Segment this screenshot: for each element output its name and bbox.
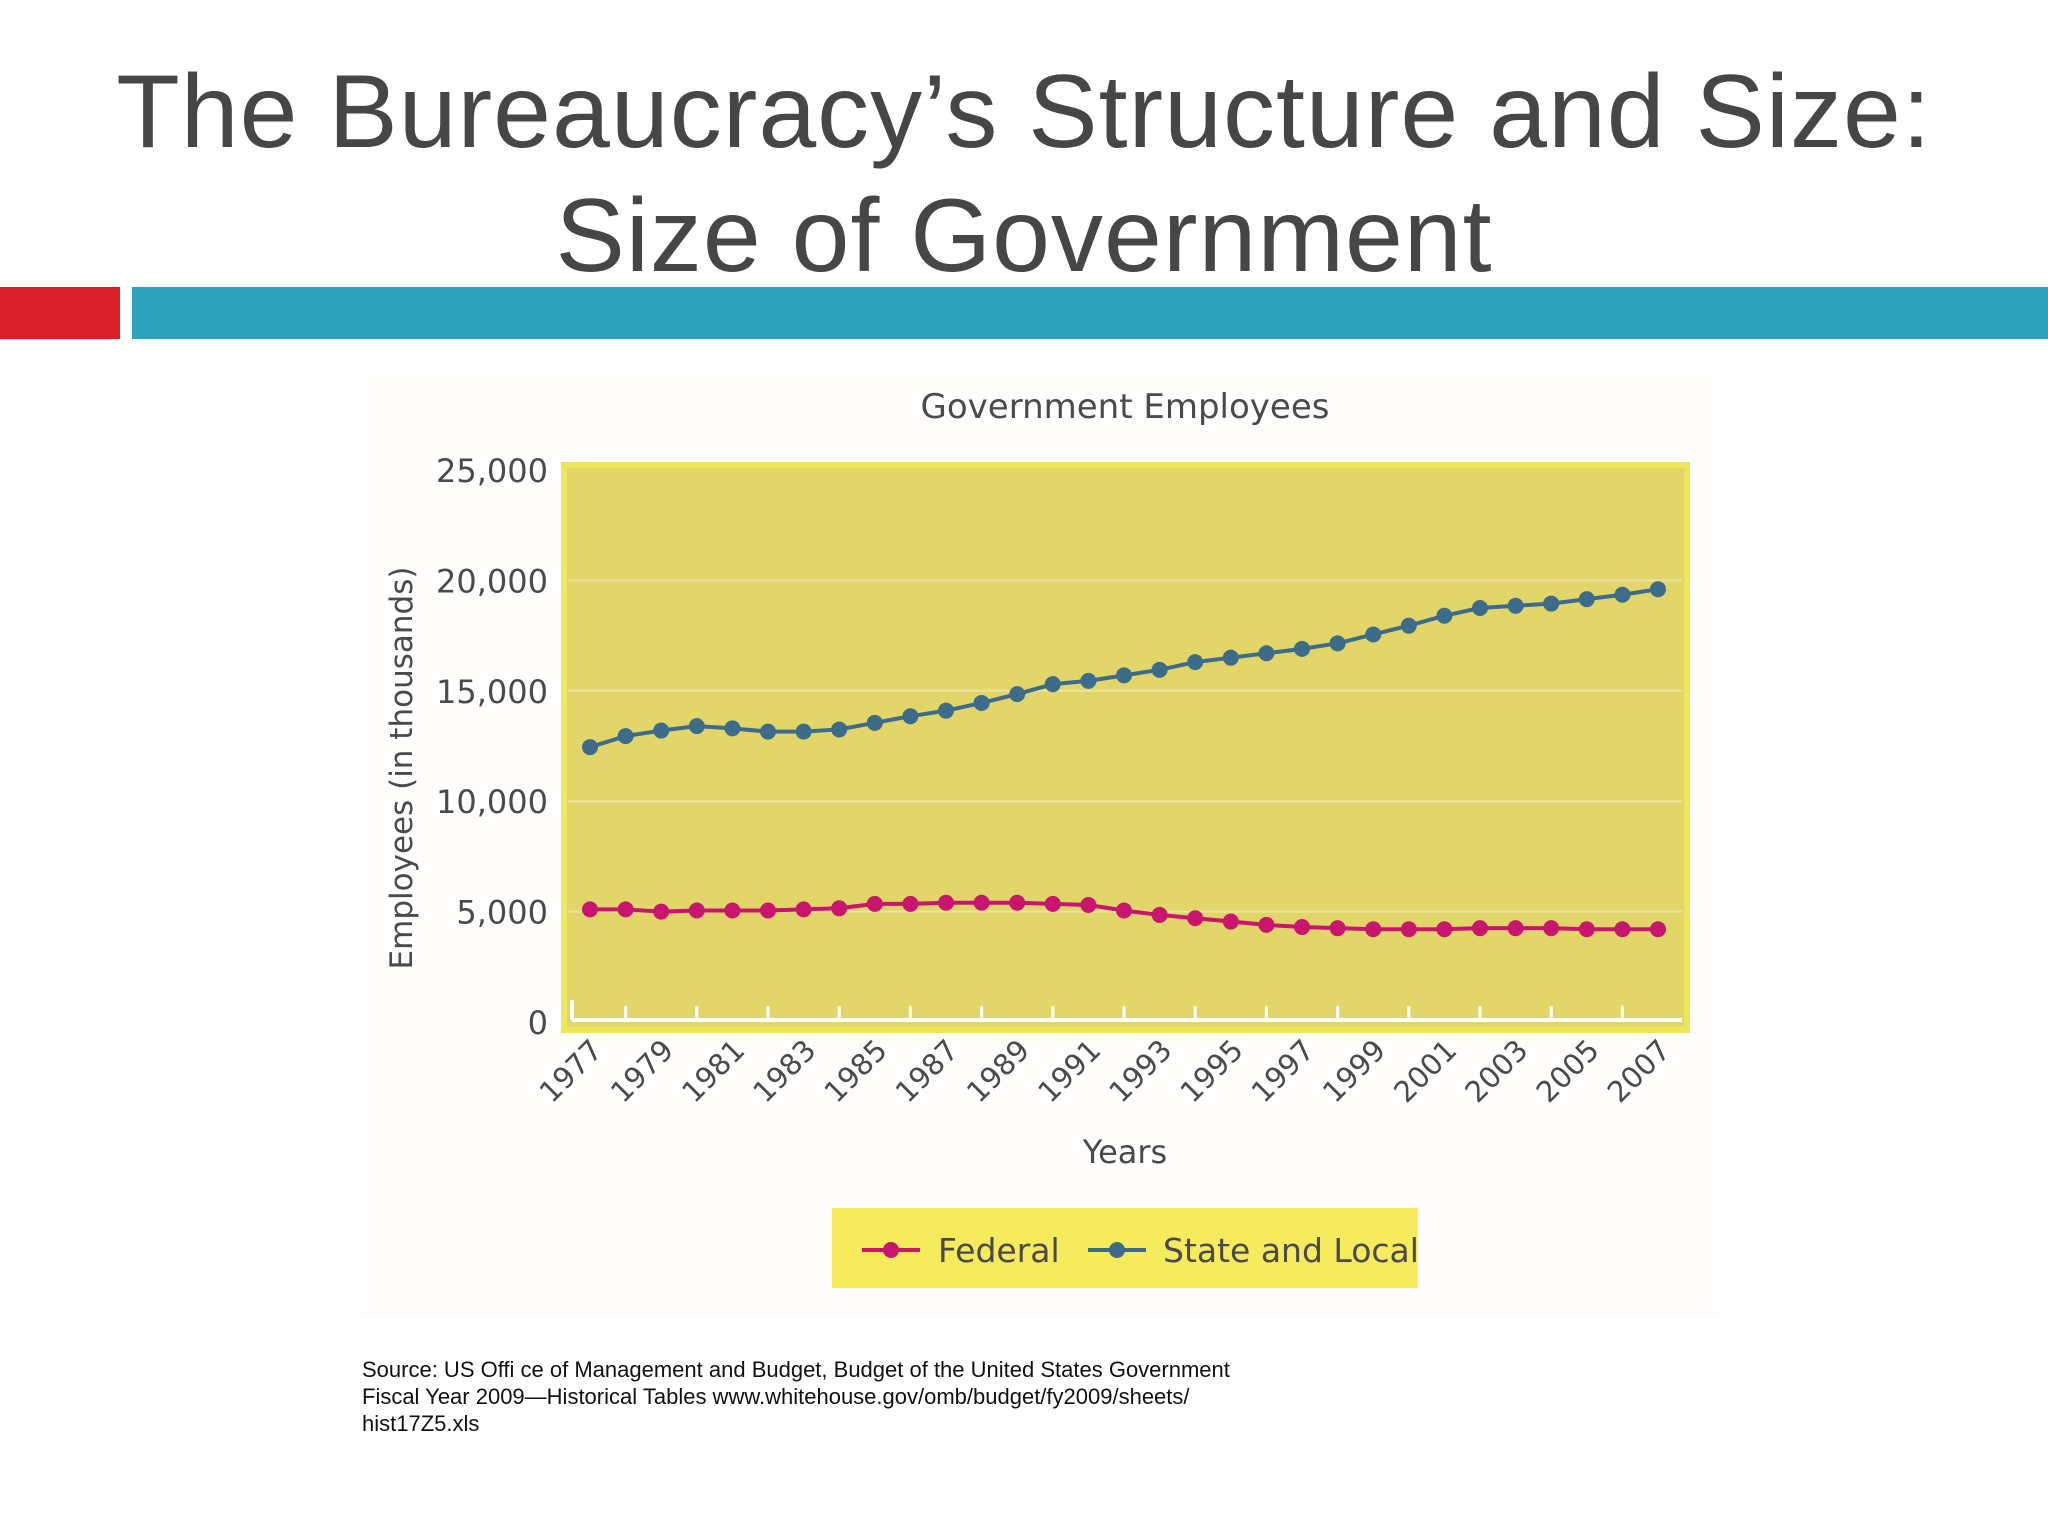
- data-point-federal: [617, 901, 634, 918]
- data-point-state-and-local: [688, 718, 705, 735]
- data-point-federal: [1187, 910, 1204, 927]
- y-tick-label: 10,000: [436, 783, 548, 821]
- data-point-state-and-local: [1044, 676, 1061, 693]
- slide-title-line-2: Size of Government: [555, 178, 1493, 294]
- data-point-federal: [1472, 920, 1488, 937]
- data-point-federal: [866, 895, 883, 912]
- data-point-state-and-local: [724, 720, 741, 737]
- y-axis-label: Employees (in thousands): [384, 567, 420, 970]
- data-point-federal: [1329, 920, 1346, 937]
- legend-label-federal: Federal: [938, 1231, 1060, 1270]
- data-point-state-and-local: [938, 702, 954, 719]
- data-point-federal: [1650, 921, 1666, 938]
- slide-title-line-1: The Bureaucracy’s Structure and Size:: [116, 54, 1932, 170]
- data-point-federal: [1578, 921, 1595, 938]
- source-line-3: hist17Z5.xls: [362, 1411, 480, 1436]
- legend-item-state-and-local: State and Local: [1088, 1231, 1419, 1270]
- data-point-federal: [760, 902, 776, 919]
- data-point-state-and-local: [1650, 581, 1666, 598]
- data-point-federal: [973, 894, 990, 911]
- source-line-2: Fiscal Year 2009—Historical Tables www.w…: [362, 1384, 1190, 1409]
- y-tick-label: 25,000: [436, 452, 548, 490]
- data-point-federal: [1294, 919, 1310, 936]
- data-point-state-and-local: [1116, 667, 1132, 684]
- data-point-federal: [1222, 913, 1239, 930]
- slide-title: The Bureaucracy’s Structure and Size: Si…: [0, 50, 2048, 298]
- data-point-state-and-local: [902, 708, 919, 725]
- data-point-federal: [795, 901, 812, 918]
- data-point-state-and-local: [1400, 617, 1417, 634]
- data-point-state-and-local: [973, 694, 990, 711]
- data-point-state-and-local: [1543, 595, 1560, 612]
- data-point-federal: [1614, 921, 1631, 938]
- data-point-federal: [902, 895, 919, 912]
- y-tick-label: 20,000: [436, 562, 548, 600]
- chart-title: Government Employees: [921, 387, 1330, 427]
- data-point-federal: [1116, 902, 1132, 919]
- accent-bar-teal: [132, 287, 2048, 339]
- series-layer: [582, 581, 1666, 938]
- accent-bar-red: [0, 287, 120, 339]
- data-point-federal: [831, 900, 848, 917]
- data-point-federal: [1507, 920, 1524, 937]
- data-point-federal: [938, 894, 954, 911]
- data-point-federal: [688, 902, 705, 919]
- data-point-state-and-local: [1365, 626, 1382, 643]
- data-point-state-and-local: [1329, 635, 1346, 652]
- data-point-state-and-local: [831, 721, 848, 738]
- data-point-federal: [1543, 920, 1560, 937]
- data-point-federal: [1151, 906, 1168, 923]
- data-point-state-and-local: [1187, 654, 1204, 671]
- y-axis: 0 5,000 10,000 15,000 20,000 25,000: [436, 452, 548, 1042]
- data-point-state-and-local: [1294, 640, 1310, 657]
- y-tick-label: 0: [528, 1004, 548, 1042]
- data-point-state-and-local: [1009, 686, 1026, 703]
- data-point-federal: [1365, 921, 1382, 938]
- x-axis-label: Years: [1082, 1133, 1167, 1171]
- data-point-state-and-local: [1614, 586, 1631, 603]
- data-point-state-and-local: [1507, 597, 1524, 614]
- data-point-state-and-local: [1472, 600, 1488, 616]
- data-point-federal: [1009, 894, 1026, 911]
- data-point-state-and-local: [1258, 645, 1275, 662]
- data-point-state-and-local: [795, 723, 812, 740]
- data-point-state-and-local: [653, 722, 670, 739]
- data-point-federal: [1436, 921, 1453, 938]
- data-point-federal: [1080, 896, 1097, 913]
- legend-marker-federal: [883, 1242, 899, 1258]
- data-point-state-and-local: [1222, 649, 1239, 666]
- data-point-state-and-local: [1578, 591, 1595, 608]
- data-point-federal: [582, 901, 598, 918]
- data-point-state-and-local: [1151, 661, 1168, 678]
- data-point-state-and-local: [617, 728, 634, 745]
- legend-marker-state-and-local: [1109, 1242, 1125, 1258]
- source-citation: Source: US Offi ce of Management and Bud…: [362, 1356, 1362, 1437]
- data-point-state-and-local: [866, 714, 883, 731]
- data-point-federal: [1258, 916, 1275, 933]
- legend-label-state-and-local: State and Local: [1163, 1231, 1419, 1270]
- legend-item-federal: Federal: [862, 1231, 1060, 1270]
- y-tick-label: 15,000: [436, 673, 548, 711]
- data-point-state-and-local: [760, 723, 776, 740]
- data-point-federal: [653, 903, 670, 920]
- data-point-state-and-local: [1080, 672, 1097, 689]
- source-line-1: Source: US Offi ce of Management and Bud…: [362, 1357, 1230, 1382]
- plot-area: [561, 462, 1690, 1033]
- data-point-state-and-local: [1436, 607, 1453, 624]
- data-point-federal: [1400, 921, 1417, 938]
- y-tick-label: 5,000: [456, 894, 548, 932]
- data-point-state-and-local: [582, 739, 598, 756]
- data-point-federal: [724, 902, 741, 919]
- data-point-federal: [1044, 895, 1061, 912]
